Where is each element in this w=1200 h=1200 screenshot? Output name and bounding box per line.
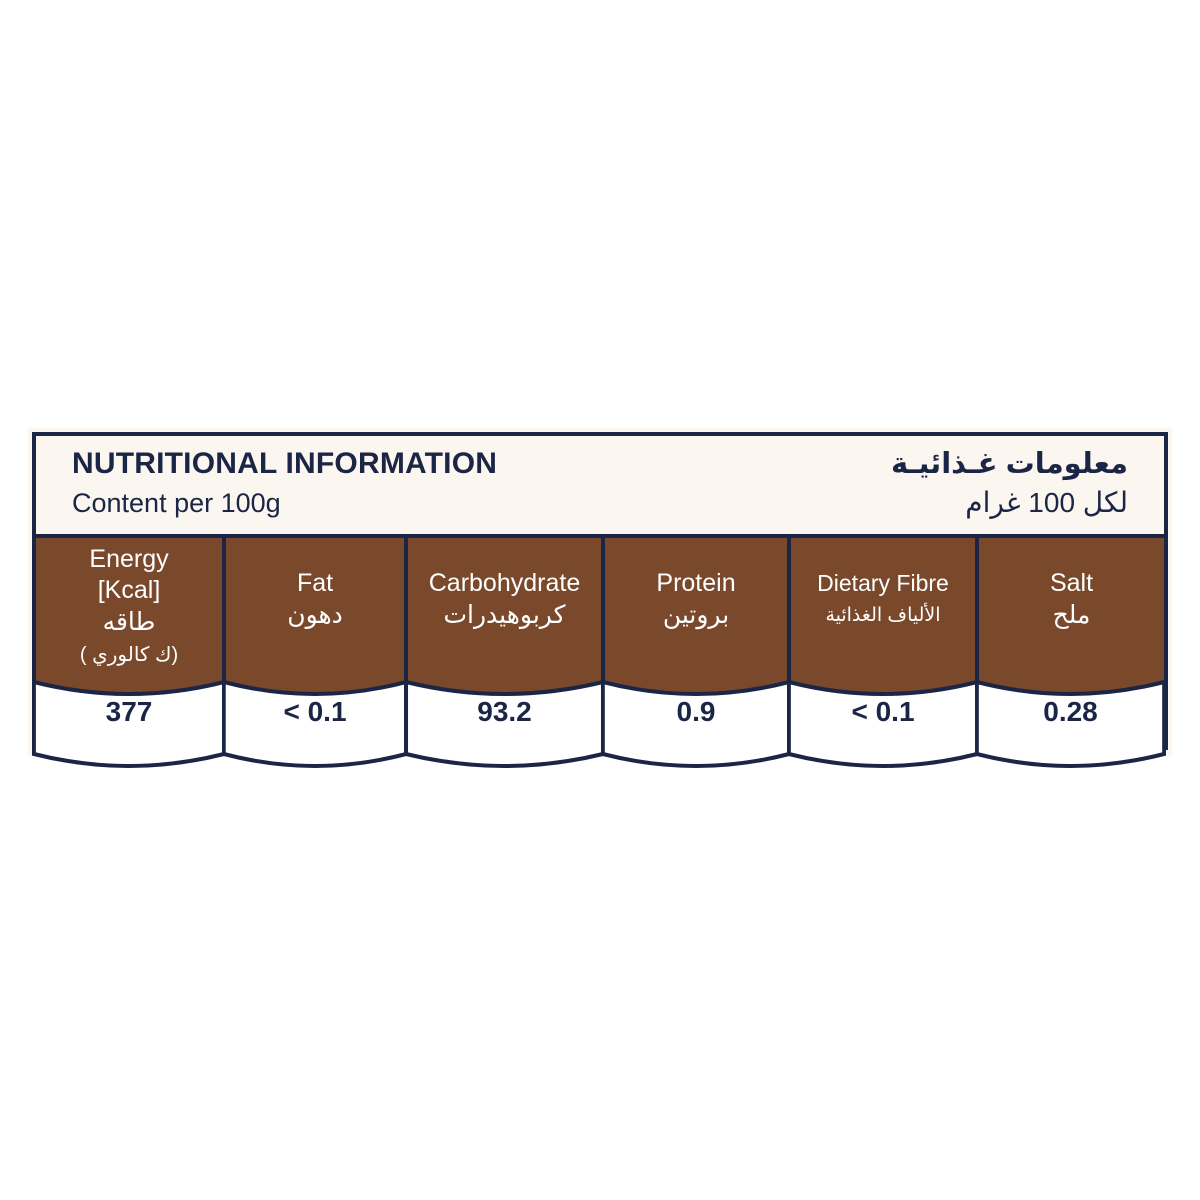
nutrient-column-dietary-fibre: Dietary Fibre الألياف الغذائية < 0.1: [787, 538, 979, 768]
header-subtitle-arabic: لكل 100 غرام: [965, 487, 1128, 518]
column-label-ar-line1: ملح: [1052, 601, 1091, 629]
column-label-en-line1: Energy: [89, 545, 169, 573]
value-cell-energy: 377: [32, 660, 226, 776]
value-cell-carbohydrate: 93.2: [404, 660, 605, 776]
nutrient-column-fat: Fat دهون < 0.1: [222, 538, 408, 768]
nutrient-column-carbohydrate: Carbohydrate كربوهيدرات 93.2: [404, 538, 605, 768]
value-dietary-fibre: < 0.1: [851, 696, 915, 727]
column-label-en-line2: [Kcal]: [97, 576, 161, 604]
value-cell-dietary-fibre: < 0.1: [787, 660, 979, 776]
nutrition-label: NUTRITIONAL INFORMATION Content per 100g…: [28, 428, 1172, 768]
column-label-en-line1: Protein: [656, 569, 736, 597]
column-header-protein: Protein بروتين: [605, 538, 787, 632]
column-label-ar-line1: طاقه: [102, 608, 156, 636]
value-cell-fat: < 0.1: [222, 660, 408, 776]
nutrient-column-salt: Salt ملح 0.28: [975, 538, 1166, 768]
column-label-en-line1: Carbohydrate: [428, 569, 581, 597]
nutrient-table: Energy [Kcal] طاقه (ك كالوري ) 377 Fat د…: [32, 538, 1166, 768]
nutrition-label-frame: NUTRITIONAL INFORMATION Content per 100g…: [32, 432, 1168, 768]
column-header-dietary-fibre: Dietary Fibre الألياف الغذائية: [791, 538, 975, 632]
value-protein: 0.9: [676, 696, 716, 727]
page-title: NUTRITIONAL INFORMATION: [72, 447, 498, 480]
column-header-carbohydrate: Carbohydrate كربوهيدرات: [408, 538, 601, 632]
column-label-ar-line1: الألياف الغذائية: [825, 605, 941, 626]
value-cell-protein: 0.9: [601, 660, 791, 776]
value-fat: < 0.1: [283, 696, 347, 727]
column-label-en-line1: Dietary Fibre: [817, 570, 949, 596]
label-header: NUTRITIONAL INFORMATION Content per 100g…: [36, 436, 1164, 538]
header-english-block: NUTRITIONAL INFORMATION Content per 100g: [72, 444, 497, 522]
header-arabic-block: معلومات غـذائيـة لكل 100 غرام: [891, 444, 1128, 522]
column-label-en-line1: Salt: [1049, 569, 1094, 597]
column-header-fat: Fat دهون: [226, 538, 404, 632]
value-cell-salt: 0.28: [975, 660, 1166, 776]
column-label-ar-line1: بروتين: [662, 601, 730, 629]
nutrient-column-protein: Protein بروتين 0.9: [601, 538, 791, 768]
value-salt: 0.28: [1043, 696, 1098, 727]
header-subtitle-english: Content per 100g: [72, 488, 281, 518]
column-header-salt: Salt ملح: [979, 538, 1164, 632]
column-label-en-line1: Fat: [296, 569, 334, 597]
value-carbohydrate: 93.2: [477, 696, 532, 727]
column-label-ar-line1: دهون: [287, 601, 343, 629]
column-header-energy: Energy [Kcal] طاقه (ك كالوري ): [36, 538, 222, 672]
value-energy: 377: [105, 696, 153, 727]
page-title-arabic: معلومات غـذائيـة: [890, 448, 1128, 480]
nutrient-column-energy: Energy [Kcal] طاقه (ك كالوري ) 377: [32, 538, 226, 768]
column-label-ar-line1: كربوهيدرات: [443, 601, 566, 629]
